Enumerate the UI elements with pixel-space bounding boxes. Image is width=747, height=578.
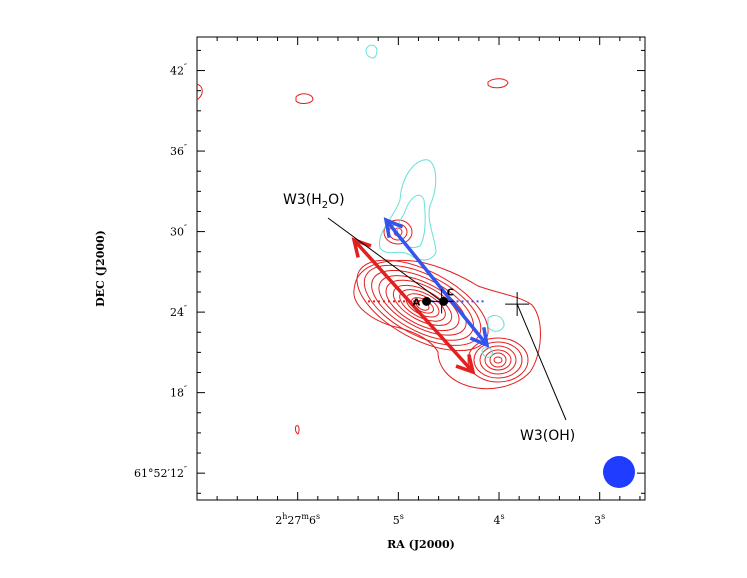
cyan-contour <box>365 44 378 59</box>
red-contour <box>489 352 507 368</box>
w3-oh-pointer-line <box>516 303 567 421</box>
y-tick-label: 30″ <box>170 224 187 239</box>
y-tick-label: 42″ <box>170 63 187 78</box>
source-label-c: C <box>447 287 454 298</box>
w3-h2o-label: W3(H2O) <box>283 192 345 211</box>
red-contour <box>353 259 541 390</box>
blue-outflow-arrow-head <box>383 217 404 239</box>
red-contour <box>196 83 203 101</box>
red-contour <box>479 345 517 375</box>
red-contour <box>294 425 300 435</box>
blue-outflow-arrow-head <box>469 326 490 348</box>
x-tick-label: 3s <box>594 512 605 527</box>
w3-h2o-pointer-line <box>327 217 442 302</box>
y-tick-label: 36″ <box>170 143 187 158</box>
cyan-contour <box>397 194 426 249</box>
x-tick-label: 4s <box>493 512 504 527</box>
x-axis-title: RA (J2000) <box>387 538 455 551</box>
y-tick-label: 24″ <box>170 304 187 319</box>
beam-ellipse <box>603 456 635 488</box>
source-dot <box>422 296 432 306</box>
red-outflow-arrow-head <box>455 354 476 375</box>
y-axis-title: DEC (J2000) <box>94 230 107 307</box>
red-contour <box>385 279 460 332</box>
y-tick-label: 61°52′12″ <box>134 465 187 480</box>
red-contour <box>371 269 474 341</box>
plot-frame <box>196 36 646 501</box>
w3-oh-label: W3(OH) <box>520 428 575 444</box>
x-tick-label: 2h27m6s <box>275 512 320 527</box>
red-contour <box>473 341 523 379</box>
x-tick-label: 5s <box>393 512 404 527</box>
source-label-a: A <box>413 297 421 308</box>
red-contour <box>484 349 512 371</box>
red-outflow-arrow <box>352 238 475 374</box>
cyan-contour <box>487 315 505 332</box>
cyan-contour <box>481 347 493 358</box>
red-outflow-arrow-head <box>351 237 372 258</box>
red-contour <box>378 275 467 336</box>
y-tick-label: 18″ <box>170 385 187 400</box>
cyan-contour <box>378 159 437 261</box>
source-dot <box>439 296 449 306</box>
red-contour <box>467 337 529 383</box>
red-contour <box>493 356 503 364</box>
blue-outflow-arrow <box>384 218 489 347</box>
red-contour <box>295 93 314 104</box>
red-contour <box>383 219 413 245</box>
red-contour <box>487 78 509 89</box>
